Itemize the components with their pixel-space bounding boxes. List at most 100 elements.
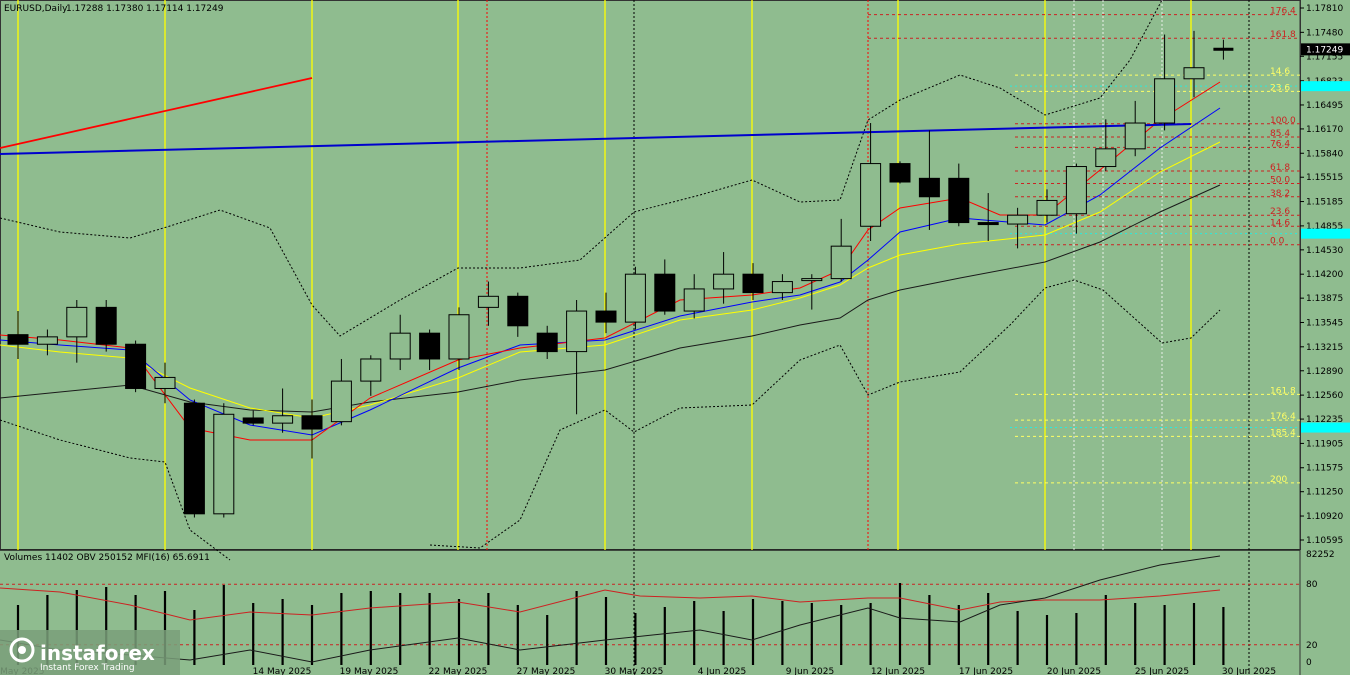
price-tick-label: 1.15840 [1306, 149, 1343, 159]
price-tick-label: 1.13215 [1306, 343, 1343, 353]
price-tick-label: 1.13545 [1306, 318, 1343, 328]
fib-level-label: 161.8 [1270, 30, 1296, 40]
date-label: 4 Jun 2025 [698, 667, 746, 675]
logo-icon [9, 637, 35, 663]
logo-tagline: Instant Forex Trading [40, 663, 135, 673]
logo-brand: instaforex [40, 641, 155, 665]
price-tick-label: 1.11250 [1306, 488, 1343, 498]
fib-level-label: 14.6 [1270, 67, 1290, 77]
fib-ext-label: 200 [1270, 475, 1287, 485]
date-label: 20 Jun 2025 [1047, 667, 1101, 675]
obv-line [0, 555, 1221, 663]
date-label: 22 May 2025 [429, 667, 488, 675]
price-tick-label: 1.15185 [1306, 198, 1343, 208]
trend-lines [0, 77, 1192, 155]
candle-body-bear [95, 306, 117, 345]
candle-body-bull [830, 245, 852, 280]
price-tick-label: 1.16170 [1306, 125, 1343, 135]
fib-level-label: 14.6 [1270, 218, 1290, 228]
candle-body-bull [1154, 78, 1176, 124]
date-label: 12 Jun 2025 [871, 667, 925, 675]
candle-body-bull [330, 380, 352, 423]
candle-body-bull [66, 306, 88, 338]
candle-body-bear [536, 332, 558, 353]
ma-red [0, 81, 1221, 441]
candle-body-bull [860, 163, 882, 227]
fib-level-label: 50.0 [1270, 175, 1290, 185]
volume-pane: 82252 80 20 0 [0, 550, 1335, 668]
ma-yellow [0, 141, 1221, 419]
upper-band [0, 0, 1163, 337]
price-tick-label: 1.16495 [1306, 101, 1343, 111]
candle-body-bear [654, 273, 676, 312]
cyan-level-tag [1301, 422, 1350, 433]
candle-body-bear [595, 310, 617, 323]
candle-body-bull [624, 273, 646, 323]
blue-trend-line [0, 123, 1192, 155]
candle-body-bull [1183, 67, 1205, 80]
indicator-label: Volumes 11402 OBV 250152 MFI(16) 65.6911 [4, 553, 210, 563]
candle-body-bear [918, 177, 940, 198]
fib-level-label: 100.0 [1270, 116, 1296, 126]
candle-body-bear [977, 222, 999, 226]
price-tick-label: 1.17480 [1306, 28, 1343, 38]
volume-scale-label: 80 [1306, 580, 1318, 590]
price-tick-label: 1.11575 [1306, 464, 1343, 474]
price-tick-label: 1.10920 [1306, 512, 1343, 522]
moving-averages [0, 81, 1221, 441]
candle-body-bear [7, 334, 29, 345]
candle-body-bear [948, 177, 970, 224]
ma-blue [0, 107, 1221, 436]
price-tick-label: 1.14200 [1306, 270, 1343, 280]
price-tick-label: 1.17155 [1306, 52, 1343, 62]
symbol-label: EURUSD,Daily [4, 4, 68, 14]
lower-band-right [429, 279, 1221, 549]
fib-ext-label: 185.4 [1270, 428, 1296, 438]
lower-band-left [0, 419, 231, 561]
period-lines [17, 0, 1250, 675]
date-label: 14 May 2025 [253, 667, 312, 675]
candle-body-bear [507, 295, 529, 327]
candle-body-bull [1095, 148, 1117, 168]
candle-body-bull [477, 295, 499, 308]
candles [7, 30, 1234, 518]
candle-body-bear [419, 332, 441, 360]
date-label: 9 Jun 2025 [786, 667, 834, 675]
current-price-tag [1301, 43, 1350, 56]
candle-body-bull [360, 358, 382, 382]
fib-level-label: 85.4 [1270, 129, 1290, 139]
candle-body-bull [1124, 122, 1146, 150]
fib-level-label: 0.0 [1270, 237, 1285, 247]
candle-body-bear [125, 343, 147, 389]
price-tick-label: 1.17810 [1306, 4, 1343, 14]
date-label: 30 Jun 2025 [1222, 667, 1276, 675]
price-axis: 1.178101.174801.171551.168231.164951.161… [1300, 4, 1350, 546]
volume-scale-label: 82252 [1306, 550, 1335, 560]
price-tick-label: 1.14855 [1306, 222, 1343, 232]
candle-body-bull [683, 288, 705, 312]
red-trend-line [0, 77, 313, 149]
cyan-level-tag [1301, 228, 1350, 239]
candle-body-bear [301, 415, 323, 430]
price-tick-label: 1.12560 [1306, 391, 1343, 401]
date-label: 27 May 2025 [517, 667, 576, 675]
candle-body-bear [742, 273, 764, 294]
candle-body-bull [448, 314, 470, 360]
candle-body-bear [183, 402, 205, 515]
ma-slow-black [0, 184, 1221, 413]
price-tick-label: 1.14530 [1306, 246, 1343, 256]
date-label: 19 May 2025 [340, 667, 399, 675]
envelope-bands [0, 0, 1221, 561]
candle-body-bull [1007, 214, 1029, 225]
price-tick-label: 1.12890 [1306, 367, 1343, 377]
price-tick-label: 1.13875 [1306, 294, 1343, 304]
ohlc-label: 1.17288 1.17380 1.17114 1.17249 [66, 4, 224, 14]
price-tick-label: 1.11905 [1306, 439, 1343, 449]
instaforex-logo: instaforex Instant Forex Trading [0, 630, 180, 675]
candle-body-bear [889, 163, 911, 183]
candle-body-bull [213, 413, 235, 515]
date-label: 25 Jun 2025 [1135, 667, 1189, 675]
candle-body-bull [771, 281, 793, 294]
fibonacci-levels: 176.4161.814.623.6100.085.476.461.850.03… [868, 7, 1300, 485]
